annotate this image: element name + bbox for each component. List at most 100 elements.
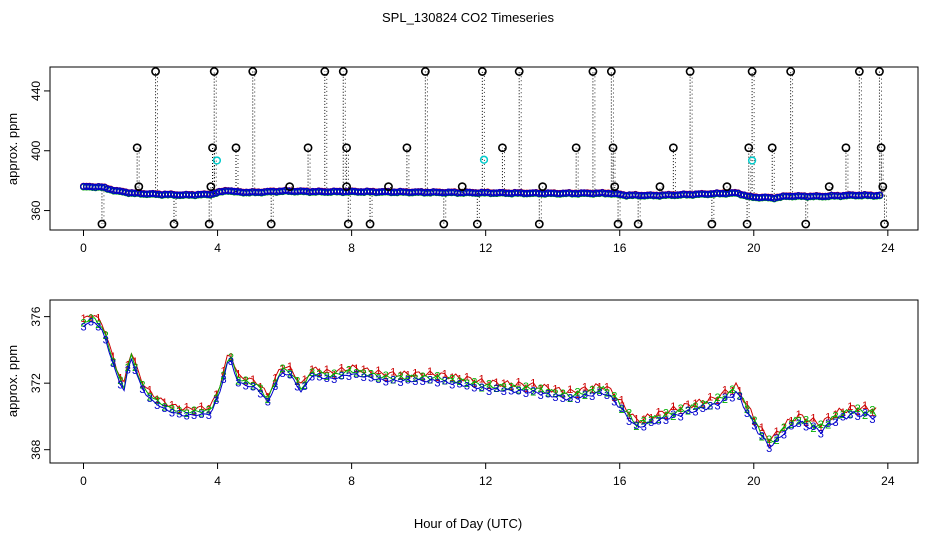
bottom-point-label: 1 — [434, 372, 440, 384]
bottom-point-label: 1 — [715, 395, 721, 407]
bottom-point-label: 3 — [390, 374, 396, 386]
top-plot-frame — [49, 66, 919, 231]
bottom-point-label: 2 — [803, 415, 809, 427]
spike-marker — [151, 67, 160, 76]
top-y-tick-label: 400 — [29, 140, 43, 160]
bottom-point-label: 3 — [280, 368, 286, 380]
spike-marker — [342, 182, 351, 192]
bottom-point-label: 1 — [855, 406, 861, 418]
spike-marker — [439, 219, 449, 229]
spike-marker — [266, 219, 276, 229]
spike-marker — [132, 143, 142, 153]
bottom-point-label: 3 — [840, 412, 846, 424]
bottom-point-label: 3 — [545, 388, 551, 400]
bottom-x-tick-label: 8 — [348, 474, 355, 488]
bottom-point-label: 3 — [589, 391, 595, 403]
bottom-series-line — [83, 315, 877, 444]
bottom-point-label: 1 — [626, 410, 632, 422]
bottom-point-label: 3 — [604, 390, 610, 402]
spike-marker — [744, 143, 754, 153]
bottom-point-label: 3 — [198, 409, 204, 421]
bottom-point-label: 3 — [862, 407, 868, 419]
bottom-point-label: 3 — [641, 422, 647, 434]
bottom-point-label: 2 — [316, 368, 322, 380]
bottom-point-label: 3 — [825, 418, 831, 430]
bottom-point-label: 3 — [685, 405, 691, 417]
bottom-point-label: 3 — [95, 321, 101, 333]
bottom-point-label: 2 — [869, 405, 875, 417]
bottom-point-label: 2 — [95, 319, 101, 331]
bottom-point-label: 1 — [523, 383, 529, 395]
bottom-point-label: 3 — [796, 418, 802, 430]
spike-marker — [880, 219, 889, 229]
bottom-point-label: 3 — [265, 397, 271, 409]
bottom-point-label: 1 — [243, 376, 249, 388]
bottom-point-label: 3 — [737, 391, 743, 403]
bottom-point-label: 2 — [147, 391, 153, 403]
bottom-point-label: 1 — [692, 398, 698, 410]
bottom-point-label: 2 — [781, 422, 787, 434]
bottom-point-label: 2 — [456, 376, 462, 388]
bottom-point-label: 1 — [324, 364, 330, 376]
spike-marker — [209, 67, 219, 76]
bottom-point-label: 2 — [280, 363, 286, 375]
bottom-point-label: 3 — [420, 376, 426, 388]
bottom-point-label: 1 — [405, 369, 411, 381]
spike-marker — [668, 143, 678, 153]
bottom-point-label: 3 — [339, 371, 345, 383]
bottom-point-label: 3 — [110, 358, 116, 370]
spike-marker — [303, 143, 313, 153]
top-x-tick-label: 20 — [747, 241, 761, 255]
bottom-point-label: 1 — [287, 361, 293, 373]
cyan-marker — [747, 156, 757, 165]
spike-marker — [402, 143, 412, 153]
bottom-point-label: 3 — [309, 372, 315, 384]
bottom-point-label: 1 — [759, 422, 765, 434]
bottom-point-label: 1 — [751, 416, 757, 428]
bottom-series-line — [83, 317, 877, 443]
bottom-point-label: 3 — [235, 377, 241, 389]
bottom-point-label: 2 — [759, 432, 765, 444]
spike-marker — [878, 182, 888, 192]
spike-marker — [608, 143, 618, 153]
bottom-point-label: 2 — [206, 405, 212, 417]
bottom-point-label: 1 — [316, 367, 322, 379]
top-x-tick-label: 24 — [881, 241, 895, 255]
bottom-point-label: 2 — [272, 378, 278, 390]
figure-title: SPL_130824 CO2 Timeseries — [382, 10, 554, 25]
bottom-point-label: 2 — [832, 411, 838, 423]
bottom-point-label: 2 — [154, 395, 160, 407]
bottom-point-label: 1 — [257, 381, 263, 393]
bottom-point-label: 2 — [88, 313, 94, 325]
bottom-point-label: 1 — [132, 356, 138, 368]
bottom-point-label: 3 — [184, 411, 190, 423]
bottom-point-label: 3 — [744, 408, 750, 420]
bottom-point-label: 1 — [412, 367, 418, 379]
bottom-point-label: 3 — [611, 396, 617, 408]
top-data-point — [876, 191, 884, 199]
bottom-point-label: 3 — [361, 372, 367, 384]
bottom-point-label: 2 — [501, 381, 507, 393]
bottom-point-label: 1 — [597, 382, 603, 394]
bottom-point-label: 2 — [678, 403, 684, 415]
spike-marker — [655, 182, 665, 192]
bottom-point-label: 2 — [648, 414, 654, 426]
bottom-point-label: 3 — [287, 370, 293, 382]
spike-marker — [169, 219, 179, 229]
bottom-point-label: 3 — [788, 420, 794, 432]
bottom-point-label: 1 — [538, 384, 544, 396]
bottom-y-tick-label: 368 — [29, 439, 43, 459]
bottom-point-label: 1 — [862, 400, 868, 412]
bottom-point-label: 3 — [331, 374, 337, 386]
bottom-point-label: 1 — [464, 371, 470, 383]
bottom-point-label: 1 — [302, 374, 308, 386]
cyan-marker — [212, 156, 222, 165]
bottom-x-tick-label: 12 — [479, 474, 493, 488]
top-y-tick-label: 440 — [29, 81, 43, 101]
bottom-y-tick-label: 372 — [29, 373, 43, 393]
bottom-point-label: 3 — [147, 393, 153, 405]
bottom-point-label: 1 — [774, 426, 780, 438]
bottom-point-label: 3 — [154, 400, 160, 412]
